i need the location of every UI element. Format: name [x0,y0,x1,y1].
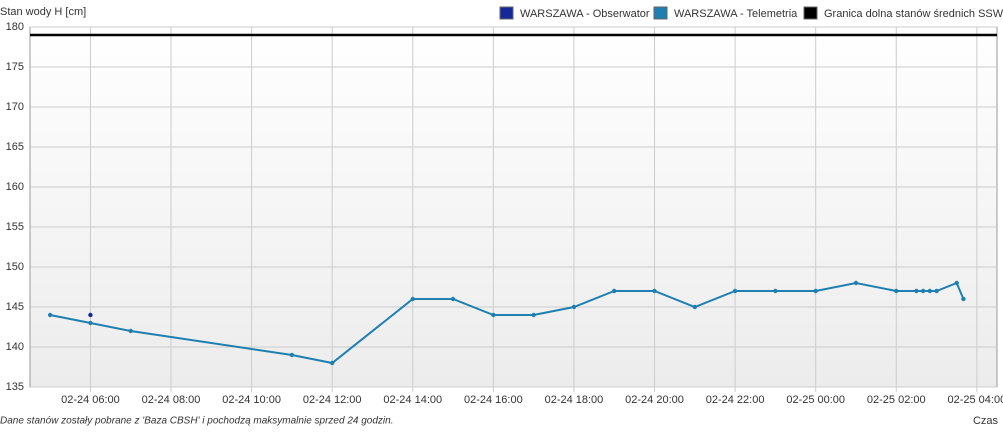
legend-swatch [499,6,514,20]
x-tick-label: 02-25 02:00 [867,394,926,406]
data-point [927,288,933,294]
y-tick-label: 155 [6,221,24,233]
y-tick-label: 175 [6,61,24,73]
data-point [692,304,698,310]
x-tick-label: 02-24 14:00 [383,394,442,406]
data-point [853,280,859,286]
data-point [920,288,926,294]
x-tick-label: 02-24 22:00 [706,394,765,406]
data-point [491,312,496,318]
x-tick-label: 02-25 00:00 [786,394,845,406]
data-point [914,288,919,294]
plot-area [29,26,998,388]
data-point [450,296,456,302]
y-tick-label: 150 [6,261,24,273]
legend-label: WARSZAWA - Obserwator [520,8,650,20]
data-point [732,288,738,294]
y-tick-label: 180 [6,21,24,33]
data-point [773,288,778,294]
y-axis-label: Stan wody H [cm] [0,6,86,18]
data-point [88,312,93,318]
y-tick-label: 135 [6,381,24,393]
data-point [652,288,657,294]
legend-label: Granica dolna stanów średnich SSW [824,8,1003,20]
data-point [961,296,966,302]
y-tick-label: 160 [6,181,24,193]
legend-swatch [653,6,668,20]
legend-label: WARSZAWA - Telemetria [674,8,798,20]
data-point [47,312,53,318]
legend-swatch [803,6,818,20]
data-point [410,296,415,302]
x-tick-label: 02-24 20:00 [625,394,684,406]
footnote: Dane stanów zostały pobrane z 'Baza CBSH… [0,416,393,427]
data-point [289,352,295,358]
y-tick-label: 140 [6,341,24,353]
x-tick-label: 02-24 08:00 [142,394,201,406]
data-point [813,288,818,294]
y-tick-label: 145 [6,301,24,313]
x-tick-label: 02-24 16:00 [464,394,523,406]
data-point [531,312,536,318]
data-point [612,288,617,294]
data-point [934,288,939,294]
data-point [128,328,133,334]
data-point [954,280,959,286]
y-tick-label: 165 [6,141,24,153]
x-tick-label: 02-24 18:00 [545,394,604,406]
x-tick-label: 02-24 10:00 [222,394,281,406]
x-tick-label: 02-25 04:00 [947,394,1003,406]
data-point [88,320,93,326]
data-point [894,288,899,294]
data-point [571,304,577,310]
x-tick-label: 02-24 06:00 [61,394,120,406]
y-tick-label: 170 [6,101,24,113]
data-point [329,360,335,366]
x-tick-label: 02-24 12:00 [303,394,362,406]
x-axis-label: Czas [973,415,999,427]
